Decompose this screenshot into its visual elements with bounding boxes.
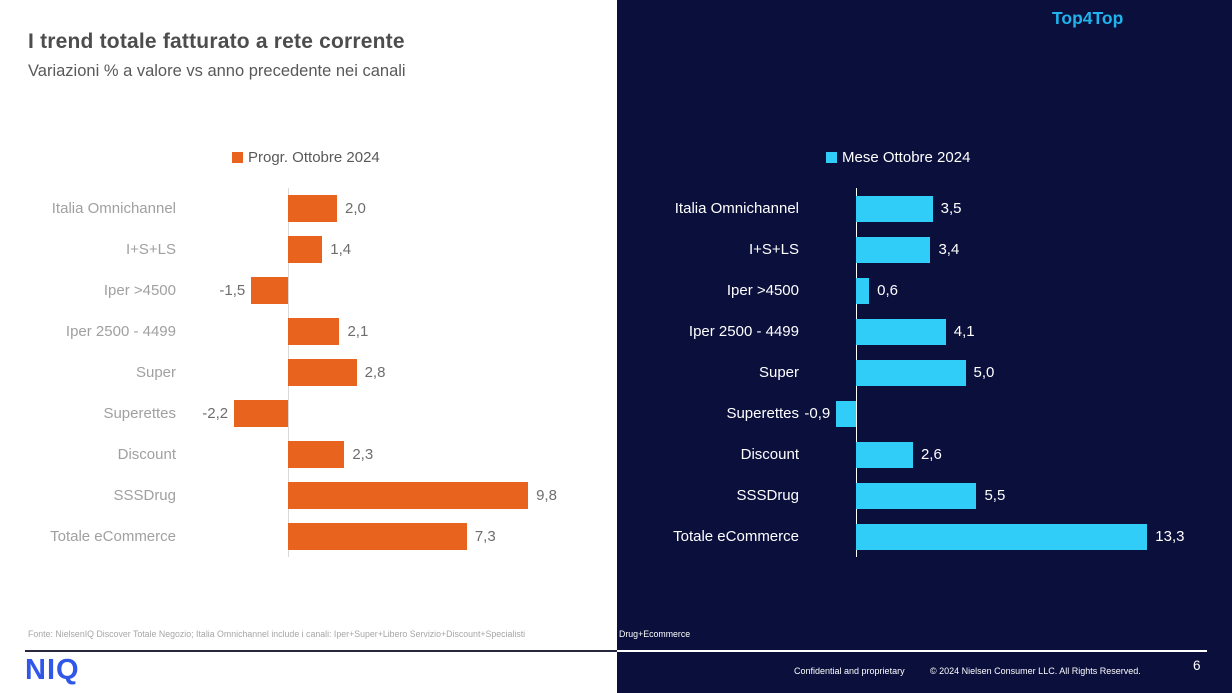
bar-value-label: 7,3 — [474, 528, 496, 545]
page-title: I trend totale fatturato a rete corrente — [28, 30, 405, 53]
bar-value-label: 13,3 — [1155, 528, 1185, 545]
bar-value-label: -0,9 — [804, 405, 831, 422]
bar — [856, 318, 946, 345]
category-label: Iper >4500 — [726, 282, 799, 299]
chart-row: Iper >4500 -1,5 — [28, 270, 600, 311]
bar — [288, 482, 529, 509]
legend-label: Progr. Ottobre 2024 — [248, 148, 380, 166]
bar — [856, 523, 1148, 550]
footer-confidential-text: Confidential and proprietary — [794, 666, 905, 676]
bar — [836, 400, 856, 427]
category-label: Iper >4500 — [103, 282, 176, 299]
chart-row: Discount 2,3 — [28, 434, 600, 475]
footer-copyright-text: © 2024 Nielsen Consumer LLC. All Rights … — [930, 666, 1141, 676]
bar-value-label: 2,6 — [920, 446, 942, 463]
source-note-continuation: Drug+Ecommerce — [619, 629, 691, 639]
category-label: Discount — [117, 446, 176, 463]
chart-row: SSSDrug 5,5 — [636, 475, 1220, 516]
bar-value-label: 2,0 — [345, 200, 366, 217]
chart-row: Italia Omnichannel 2,0 — [28, 188, 600, 229]
category-label: Superettes — [726, 405, 799, 422]
chart-row: Iper 2500 - 4499 2,1 — [28, 311, 600, 352]
footer-divider-left — [25, 650, 617, 652]
category-label: Iper 2500 - 4499 — [688, 323, 799, 340]
bar — [288, 318, 340, 345]
category-label: Iper 2500 - 4499 — [65, 323, 176, 340]
chart-row: I+S+LS 1,4 — [28, 229, 600, 270]
source-note: Fonte: NielsenIQ Discover Totale Negozio… — [28, 629, 526, 639]
bar — [856, 277, 870, 304]
category-label: Totale eCommerce — [673, 528, 799, 545]
bar-value-label: 9,8 — [536, 487, 557, 504]
bar-value-label: -1,5 — [219, 282, 246, 299]
niq-logo: NIQ — [25, 654, 80, 686]
legend-swatch-cyan-icon — [826, 151, 837, 163]
category-label: SSSDrug — [113, 487, 176, 504]
legend-swatch-orange-icon — [232, 151, 243, 163]
bar-value-label: 5,5 — [984, 487, 1006, 504]
chart-row: Iper 2500 - 4499 4,1 — [636, 311, 1220, 352]
category-label: Totale eCommerce — [50, 528, 176, 545]
chart-rows: Italia Omnichannel 3,5 I+S+LS 3,4 Iper >4500… — [636, 188, 1220, 557]
chart-row: Super 2,8 — [28, 352, 600, 393]
bar-value-label: 2,8 — [364, 364, 386, 381]
category-label: Super — [135, 364, 176, 381]
legend-label: Mese Ottobre 2024 — [842, 148, 971, 166]
bar — [856, 441, 913, 468]
chart-row: Superettes -0,9 — [636, 393, 1220, 434]
bar — [288, 236, 323, 263]
category-label: Superettes — [103, 405, 176, 422]
legend-mese-ottobre: Mese Ottobre 2024 — [826, 148, 970, 166]
page-number: 6 — [1193, 658, 1201, 673]
bar — [251, 277, 288, 304]
dark-panel-background — [617, 0, 1232, 693]
legend-progr-ottobre: Progr. Ottobre 2024 — [232, 148, 380, 166]
bar — [856, 359, 966, 386]
category-label: Italia Omnichannel — [51, 200, 176, 217]
bar — [288, 359, 357, 386]
chart-row: Discount 2,6 — [636, 434, 1220, 475]
chart-row: Italia Omnichannel 3,5 — [636, 188, 1220, 229]
chart-rows: Italia Omnichannel 2,0 I+S+LS 1,4 Iper >4500… — [28, 188, 600, 557]
bar — [288, 441, 345, 468]
category-label: Super — [758, 364, 799, 381]
bar — [288, 523, 467, 550]
chart-row: Iper >4500 0,6 — [636, 270, 1220, 311]
bar-value-label: 2,1 — [347, 323, 369, 340]
bar-chart-mese-ottobre: Italia Omnichannel 3,5 I+S+LS 3,4 Iper >4500… — [636, 188, 1220, 557]
category-label: SSSDrug — [736, 487, 799, 504]
chart-row: Totale eCommerce 7,3 — [28, 516, 600, 557]
category-label: Discount — [740, 446, 799, 463]
bar-value-label: 4,1 — [953, 323, 975, 340]
bar-chart-progr-ottobre: Italia Omnichannel 2,0 I+S+LS 1,4 Iper >4500… — [28, 188, 600, 557]
bar — [288, 195, 337, 222]
bar — [856, 482, 977, 509]
bar-value-label: 5,0 — [973, 364, 995, 381]
bar-value-label: -2,2 — [202, 405, 229, 422]
chart-row: I+S+LS 3,4 — [636, 229, 1220, 270]
category-label: I+S+LS — [748, 241, 799, 258]
chart-row: Superettes -2,2 — [28, 393, 600, 434]
bar-value-label: 3,5 — [940, 200, 962, 217]
bar-value-label: 1,4 — [330, 241, 352, 258]
footer-divider-right — [617, 650, 1207, 652]
bar — [856, 236, 931, 263]
bar — [234, 400, 288, 427]
bar-value-label: 0,6 — [877, 282, 898, 299]
bar-value-label: 3,4 — [938, 241, 960, 258]
category-label: Italia Omnichannel — [674, 200, 799, 217]
chart-row: SSSDrug 9,8 — [28, 475, 600, 516]
category-label: I+S+LS — [125, 241, 176, 258]
page-subtitle: Variazioni % a valore vs anno precedente… — [28, 62, 406, 80]
bar — [856, 195, 933, 222]
chart-row: Super 5,0 — [636, 352, 1220, 393]
chart-row: Totale eCommerce 13,3 — [636, 516, 1220, 557]
bar-value-label: 2,3 — [352, 446, 374, 463]
top4top-label: Top4Top — [1052, 8, 1124, 28]
